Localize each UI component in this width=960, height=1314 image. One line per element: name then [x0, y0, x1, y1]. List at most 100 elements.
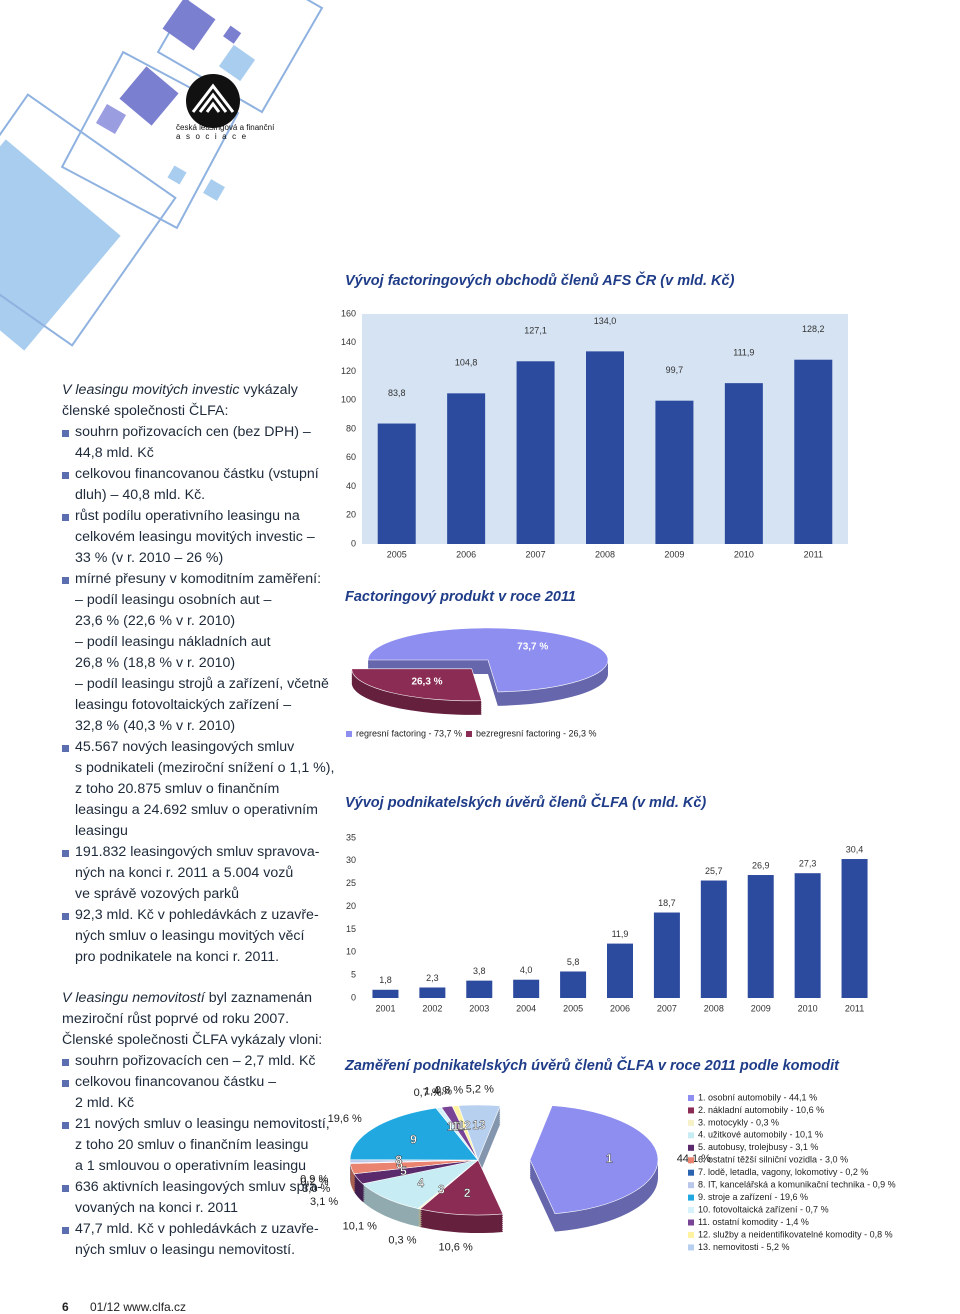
- legend-entry: 11. ostatní komodity - 1,4 %: [698, 1217, 809, 1227]
- value-label: 25,7: [705, 866, 723, 876]
- value-label: 10,1 %: [343, 1221, 377, 1233]
- pie: [351, 627, 609, 715]
- logo-text: asociace: [176, 132, 252, 141]
- slice-number: 13: [472, 1118, 486, 1132]
- deco-square: [95, 103, 127, 135]
- intro-line: Členské společnosti ČLFA vykázaly vloni:: [62, 1030, 322, 1051]
- bullet-line: souhrn pořizovacích cen (bez DPH) –: [62, 422, 311, 443]
- legend-entry: 12. služby a neidentifikovatelné komodit…: [698, 1229, 893, 1239]
- bullet-text: dluh) – 40,8 mld. Kč.: [75, 487, 206, 503]
- bullet-line: pro podnikatele na konci r. 2011.: [75, 947, 279, 968]
- slice: [349, 1107, 479, 1161]
- deco-square: [119, 66, 179, 126]
- bullet-text: ných smluv o leasingu nemovitostí.: [75, 1242, 296, 1258]
- legend-swatch: [688, 1132, 694, 1139]
- bar: [466, 980, 493, 998]
- slice: [361, 1159, 479, 1209]
- legend-swatch: [688, 1244, 694, 1251]
- y-tick-label: 20: [346, 901, 356, 911]
- legend-swatch: [688, 1119, 694, 1126]
- value-label: 83,8: [388, 388, 406, 398]
- y-tick-label: 0: [351, 992, 356, 1002]
- legend-swatch: [688, 1169, 694, 1176]
- value-label: 104,8: [455, 358, 478, 368]
- bullet-text: mírné přesuny v komoditním zaměření:: [75, 571, 322, 587]
- bullet: [62, 745, 69, 752]
- bullet-text: leasingu fotovoltaických zařízení –: [75, 697, 292, 713]
- bullet-line: 2 mld. Kč: [75, 1093, 134, 1114]
- y-tick-label: 120: [341, 366, 356, 376]
- x-tick-label: 2006: [456, 549, 476, 559]
- bullet: [62, 472, 69, 479]
- y-tick-label: 20: [346, 510, 356, 520]
- x-tick-label: 2011: [804, 549, 823, 559]
- bullet-line: ve správě vozových parků: [75, 884, 239, 905]
- logo-mark: [186, 74, 240, 128]
- chart-title: Zaměření podnikatelských úvěrů členů ČLF…: [344, 1056, 840, 1074]
- value-label: 2,3: [426, 973, 439, 983]
- legend-entry: 6. ostatní těžší silniční vozidla - 3,0 …: [698, 1155, 848, 1165]
- bar: [653, 912, 680, 998]
- bullet-text: celkovou financovanou částku (vstupní: [75, 466, 319, 482]
- intro-text: členské společnosti ČLFA:: [62, 403, 229, 419]
- bullet-text: ných smluv o leasingu movitých věcí: [75, 928, 305, 944]
- bullet-text: 47,7 mld. Kč v pohledávkách z uzavře-: [75, 1221, 319, 1237]
- bullet-line: dluh) – 40,8 mld. Kč.: [75, 485, 205, 506]
- bullet: [62, 1122, 69, 1129]
- bullet-line: 26,8 % (18,8 % v r. 2010): [75, 653, 235, 674]
- bullet-text: celkovou financovanou částku –: [75, 1074, 277, 1090]
- bar: [586, 351, 624, 544]
- intro-line: V leasingu nemovitostí byl zaznamenán: [62, 988, 312, 1009]
- bullet-text: leasingu a 24.692 smluv o operativním: [75, 802, 318, 818]
- page-number: 6: [62, 1300, 69, 1314]
- legend-swatch: [688, 1144, 694, 1151]
- bullet-line: 33 % (v r. 2010 – 26 %): [75, 548, 223, 569]
- legend-entry: 4. užitkové automobily - 10,1 %: [698, 1130, 823, 1140]
- bar: [724, 383, 763, 544]
- bullet: [62, 1227, 69, 1234]
- value-label: 27,3: [799, 859, 817, 869]
- bar: [841, 859, 868, 998]
- bullet-text: 23,6 % (22,6 % v r. 2010): [75, 613, 236, 629]
- bar: [747, 875, 774, 998]
- x-tick-label: 2010: [734, 549, 754, 559]
- slice-number: 10: [447, 1120, 461, 1134]
- bar: [794, 359, 833, 544]
- y-tick-label: 25: [346, 878, 356, 888]
- x-tick-label: 2009: [664, 549, 684, 559]
- value-label: 0,3 %: [388, 1234, 416, 1246]
- x-tick-label: 2002: [422, 1003, 442, 1013]
- bullet-text: 26,8 % (18,8 % v r. 2010): [75, 655, 236, 671]
- bullet-text: a 1 smlouvou o operativním leasingu: [75, 1158, 307, 1174]
- bar: [607, 943, 633, 998]
- value-label: 0,7 %: [414, 1087, 442, 1099]
- value-label: 0,8 %: [435, 1085, 463, 1097]
- legend-swatch: [346, 731, 352, 737]
- bullet: [62, 514, 69, 521]
- bullet-line: vovaných na konci r. 2011: [75, 1198, 238, 1219]
- bullet-text: – podíl leasingu strojů a zařízení, včet…: [75, 676, 329, 692]
- bullet-line: z toho 20.875 smluv o finančním: [75, 779, 279, 800]
- intro-text: Členské společnosti ČLFA vykázaly vloni:: [62, 1032, 323, 1048]
- value-label: 4,0: [520, 965, 533, 975]
- value-label: 3,8: [473, 966, 486, 976]
- deco-square: [203, 179, 225, 201]
- legend-swatch: [688, 1157, 694, 1164]
- y-tick-label: 15: [346, 924, 356, 934]
- x-tick-label: 2011: [845, 1003, 864, 1013]
- x-tick-label: 2010: [798, 1003, 818, 1013]
- legend-swatch: [688, 1107, 694, 1114]
- bar: [655, 400, 694, 544]
- bar: [516, 361, 555, 544]
- chart-title: Vývoj podnikatelských úvěrů členů ČLFA (…: [345, 793, 706, 811]
- bullet-text: celkovém leasingu movitých investic –: [75, 529, 315, 545]
- bullet-text: 45.567 nových leasingových smluv: [75, 739, 295, 755]
- bullet-text: 32,8 % (40,3 % v r. 2010): [75, 718, 236, 734]
- deco-square: [0, 139, 121, 351]
- bullet: [62, 913, 69, 920]
- bullet-text: ných na konci r. 2011 a 5.004 vozů: [75, 865, 294, 881]
- legend-entry: regresní factoring - 73,7 %: [356, 728, 462, 738]
- bullet-text: 636 aktivních leasingových smluv spra-: [75, 1179, 322, 1195]
- slice-number: 9: [410, 1132, 417, 1146]
